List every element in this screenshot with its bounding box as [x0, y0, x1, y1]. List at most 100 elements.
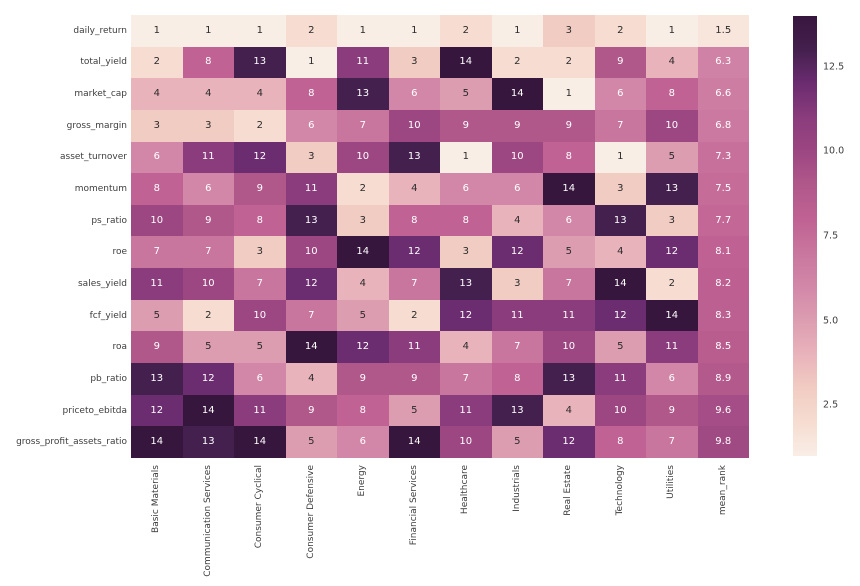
heatmap-cell: 2	[646, 268, 698, 300]
y-tick-label: gross_profit_assets_ratio	[16, 437, 127, 448]
heatmap-cell: 8	[491, 363, 543, 395]
x-tick-slot: Financial Services	[389, 465, 441, 586]
heatmap-cell: 5	[234, 331, 286, 364]
heatmap-cell: 14	[285, 331, 337, 364]
heatmap-cell: 7	[234, 268, 286, 300]
heatmap-cell: 2	[491, 46, 543, 79]
heatmap-cell: 9	[491, 109, 543, 142]
heatmap-cell: 6	[388, 78, 440, 110]
heatmap-cell: 7	[440, 363, 492, 395]
heatmap-cell: 13	[491, 394, 543, 427]
heatmap-cell: 10	[491, 141, 543, 174]
heatmap-cell: 1	[388, 15, 440, 47]
heatmap-cell: 5	[388, 394, 440, 427]
y-tick-label: roe	[112, 247, 127, 258]
heatmap-cell: 11	[131, 268, 183, 300]
colorbar-tick-label: 5.0	[823, 315, 839, 327]
y-tick-label: roa	[112, 342, 127, 353]
heatmap-cell: 11	[234, 394, 286, 427]
x-tick-label: Real Estate	[563, 465, 574, 516]
x-tick-label: Energy	[357, 465, 368, 497]
y-tick-label: priceto_ebitda	[62, 405, 127, 416]
heatmap-cell: 9	[337, 363, 389, 395]
heatmap-cell: 8	[131, 173, 183, 205]
y-axis-labels: daily_return total_yield market_cap gross_m…	[0, 15, 127, 458]
heatmap-cell: 7	[337, 109, 389, 142]
heatmap-cell: 6	[131, 141, 183, 174]
heatmap-cell: 7.3	[697, 141, 749, 174]
heatmap-cell: 10	[337, 141, 389, 174]
heatmap-cell: 1	[491, 15, 543, 47]
heatmap-cell: 10	[646, 109, 698, 142]
heatmap-cell: 10	[440, 426, 492, 458]
heatmap-cell: 13	[182, 426, 234, 458]
heatmap-cell: 12	[543, 426, 595, 458]
heatmap-cell: 4	[388, 173, 440, 205]
heatmap-cell: 14	[594, 268, 646, 300]
x-tick-slot: Healthcare	[440, 465, 492, 586]
heatmap-cell: 14	[182, 394, 234, 427]
heatmap-cell: 9	[594, 46, 646, 79]
heatmap-cell: 11	[594, 363, 646, 395]
heatmap-cell: 3	[594, 173, 646, 205]
heatmap-cell: 10	[388, 109, 440, 142]
heatmap-cell: 3	[440, 236, 492, 269]
heatmap-cell: 8.9	[697, 363, 749, 395]
colorbar-tick-label: 10.0	[823, 145, 845, 157]
heatmap-cell: 2	[594, 15, 646, 47]
heatmap-cell: 3	[131, 109, 183, 142]
x-tick-slot: Consumer Defensive	[286, 465, 338, 586]
heatmap-cell: 14	[234, 426, 286, 458]
heatmap-cell: 11	[440, 394, 492, 427]
heatmap-cell: 6	[285, 109, 337, 142]
heatmap-cell: 12	[646, 236, 698, 269]
x-tick-label: Utilities	[666, 465, 677, 499]
heatmap-cell: 11	[491, 299, 543, 332]
heatmap-cell: 11	[182, 141, 234, 174]
y-tick-label: fcf_yield	[89, 310, 127, 321]
heatmap-cell: 2	[388, 299, 440, 332]
heatmap-cell: 4	[440, 331, 492, 364]
heatmap-cell: 12	[594, 299, 646, 332]
heatmap-cell: 1	[594, 141, 646, 174]
heatmap-cell: 5	[440, 78, 492, 110]
heatmap-cell: 5	[285, 426, 337, 458]
heatmap-cell: 7	[491, 331, 543, 364]
y-tick-label: daily_return	[73, 25, 127, 36]
x-tick-label: Industrials	[511, 465, 522, 512]
heatmap-cell: 8	[337, 394, 389, 427]
heatmap-cell: 9	[388, 363, 440, 395]
heatmap-cell: 3	[646, 204, 698, 237]
heatmap-cell: 7	[182, 236, 234, 269]
heatmap-cell: 3	[182, 109, 234, 142]
heatmap-cell: 1.5	[697, 15, 749, 47]
heatmap-cell: 14	[388, 426, 440, 458]
heatmap-cell: 9.8	[697, 426, 749, 458]
x-tick-slot: Utilities	[646, 465, 698, 586]
heatmap-cell: 3	[491, 268, 543, 300]
heatmap-cell: 10	[285, 236, 337, 269]
y-tick-label: market_cap	[74, 89, 127, 100]
heatmap-grid: 1 1 1 2 1 1 2 1 3 2 1 1.5 2 8 13 1 11 3 14 2 2 9 4 6.3 4 4 4 8 13 6 5 1…	[131, 15, 749, 458]
heatmap-cell: 7	[285, 299, 337, 332]
heatmap-cell: 12	[234, 141, 286, 174]
x-tick-slot: Communication Services	[183, 465, 235, 586]
heatmap-cell: 13	[285, 204, 337, 237]
heatmap-cell: 14	[543, 173, 595, 205]
heatmap-cell: 6.6	[697, 78, 749, 110]
heatmap-cell: 12	[131, 394, 183, 427]
heatmap-cell: 14	[131, 426, 183, 458]
heatmap-cell: 13	[440, 268, 492, 300]
heatmap-cell: 2	[285, 15, 337, 47]
heatmap-cell: 13	[234, 46, 286, 79]
heatmap-cell: 1	[285, 46, 337, 79]
heatmap-cell: 6	[491, 173, 543, 205]
heatmap-cell: 11	[543, 299, 595, 332]
heatmap-cell: 9	[234, 173, 286, 205]
heatmap-cell: 7	[388, 268, 440, 300]
heatmap-cell: 1	[440, 141, 492, 174]
x-axis-labels: Basic Materials Communication Services Con…	[131, 465, 749, 586]
heatmap-cell: 6	[182, 173, 234, 205]
heatmap-cell: 10	[543, 331, 595, 364]
heatmap-cell: 8	[388, 204, 440, 237]
